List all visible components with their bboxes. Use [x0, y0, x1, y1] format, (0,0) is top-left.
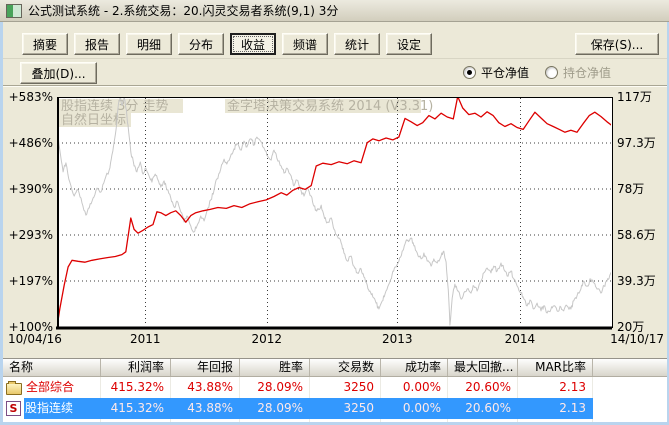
table-header-cell[interactable]: 成功率 — [381, 359, 448, 376]
row-filler — [593, 377, 667, 398]
left-axis-label: +293% — [9, 228, 53, 242]
client-area: 摘要 报告 明细 分布 收益 频谱 统计 设定 保存(S)... 叠加(D)... 平仓净值 持… — [3, 22, 667, 422]
table-cell: 0.00% — [381, 377, 448, 398]
left-axis-label: +486% — [9, 136, 53, 150]
tab-button-0[interactable]: 摘要 — [22, 33, 68, 55]
left-axis-label: +197% — [9, 274, 53, 288]
tab-button-7[interactable]: 设定 — [386, 33, 432, 55]
app-icon — [6, 3, 22, 18]
radio-option-1[interactable]: 持仓净值 — [545, 64, 611, 81]
row-name-label: 股指连续 — [25, 401, 74, 415]
index-price-curve — [58, 97, 611, 326]
table-cell — [240, 419, 310, 422]
table-cell — [101, 419, 171, 422]
left-axis-label: +583% — [9, 90, 53, 104]
watermark-bg — [59, 113, 131, 127]
table-cell — [518, 419, 593, 422]
table-header-cell[interactable]: 利润率 — [101, 359, 171, 376]
window-title: 公式测试系统 - 2.系统交易：20.闪灵交易者系统(9,1) 3分 — [28, 4, 339, 18]
table-cell: 2.13 — [518, 398, 593, 419]
left-axis-label: +100% — [9, 320, 53, 334]
table-cell — [171, 419, 240, 422]
equity-curve — [58, 97, 611, 325]
right-axis-label: 20万 — [617, 320, 644, 334]
table-header: 名称 利润率 年回报 胜率 交易数 成功率 最大回撤... MAR比率 — [3, 359, 667, 377]
row-name-label: 全部综合 — [26, 380, 75, 394]
table-header-cell[interactable]: MAR比率 — [518, 359, 593, 376]
toolbar-divider — [3, 85, 667, 87]
table-cell: 43.88% — [171, 377, 240, 398]
watermark-center: 金字塔决策交易系统 2014 (V3.31) — [227, 98, 433, 114]
radio-icon — [545, 65, 559, 79]
table-cell: 415.32% — [101, 377, 171, 398]
radio-label: 持仓净值 — [563, 65, 612, 80]
watermark-bg — [225, 99, 421, 113]
tab-button-5[interactable]: 频谱 — [282, 33, 328, 55]
x-axis-label: 2013 — [382, 332, 413, 346]
table-row[interactable]: S 股指连续 415.32% 43.88% 28.09% 3250 0.00% 20.60% 2… — [3, 398, 667, 419]
empty-row — [3, 419, 667, 422]
tabrow-divider — [3, 58, 667, 59]
security-icon: S — [6, 401, 21, 416]
row-name-cell[interactable]: 全部综合 — [3, 377, 101, 398]
tab-button-3[interactable]: 分布 — [178, 33, 224, 55]
table-cell — [381, 419, 448, 422]
watermark-series-line2: 自然日坐标 — [61, 112, 126, 128]
x-axis-label: 10/04/16 — [8, 332, 62, 346]
table-header-cell[interactable]: 年回报 — [171, 359, 240, 376]
watermark-bg — [59, 99, 183, 113]
table-cell: 28.09% — [240, 398, 310, 419]
tab-button-1[interactable]: 报告 — [74, 33, 120, 55]
tab-button-2[interactable]: 明细 — [126, 33, 172, 55]
watermark-series-line1: 股指连续 3分 走势 — [61, 98, 169, 114]
table-cell: 20.60% — [448, 377, 518, 398]
right-axis-label: 58.6万 — [617, 228, 656, 242]
table-cell — [3, 419, 101, 422]
overlay-button[interactable]: 叠加(D)... — [20, 62, 97, 84]
radio-label: 平仓净值 — [481, 65, 530, 80]
table-cell: 0.00% — [381, 398, 448, 419]
table-header-cell[interactable]: 名称 — [3, 359, 101, 376]
table-header-cell[interactable]: 最大回撤... — [448, 359, 518, 376]
stats-table: 名称 利润率 年回报 胜率 交易数 成功率 最大回撤... MAR比率全部综合 415.32% 4… — [3, 358, 667, 422]
table-cell — [448, 419, 518, 422]
x-axis-label: 14/10/17 — [610, 332, 664, 346]
right-axis-label: 78万 — [617, 182, 644, 196]
table-cell: 2.13 — [518, 377, 593, 398]
table-cell: 28.09% — [240, 377, 310, 398]
tab-button-4[interactable]: 收益 — [230, 33, 276, 55]
table-cell: 43.88% — [171, 398, 240, 419]
netvalue-radio-group: 平仓净值 持仓净值 — [463, 64, 611, 80]
table-row[interactable]: 全部综合 415.32% 43.88% 28.09% 3250 0.00% 20.60% 2.… — [3, 377, 667, 398]
row-name-cell[interactable]: S 股指连续 — [3, 398, 101, 419]
tab-button-6[interactable]: 统计 — [334, 33, 380, 55]
table-cell: 3250 — [310, 377, 381, 398]
right-axis-label: 39.3万 — [617, 274, 656, 288]
radio-option-0[interactable]: 平仓净值 — [463, 64, 529, 81]
right-axis-label: 117万 — [617, 90, 652, 104]
save-button[interactable]: 保存(S)... — [575, 33, 659, 55]
plot-background — [57, 97, 612, 327]
left-axis-label: +390% — [9, 182, 53, 196]
title-bar[interactable]: 公式测试系统 - 2.系统交易：20.闪灵交易者系统(9,1) 3分 — [0, 0, 669, 22]
x-axis-label: 2014 — [505, 332, 536, 346]
x-axis-label: 2011 — [130, 332, 161, 346]
table-header-cell[interactable]: 交易数 — [310, 359, 381, 376]
table-cell — [310, 419, 381, 422]
table-cell: 415.32% — [101, 398, 171, 419]
folder-icon — [6, 380, 22, 395]
table-header-filler — [593, 359, 667, 376]
x-axis-label: 2012 — [252, 332, 283, 346]
row-filler — [593, 398, 667, 419]
right-axis-label: 97.3万 — [617, 136, 656, 150]
table-cell: 20.60% — [448, 398, 518, 419]
table-header-cell[interactable]: 胜率 — [240, 359, 310, 376]
radio-icon — [463, 65, 476, 79]
table-cell: 3250 — [310, 398, 381, 419]
